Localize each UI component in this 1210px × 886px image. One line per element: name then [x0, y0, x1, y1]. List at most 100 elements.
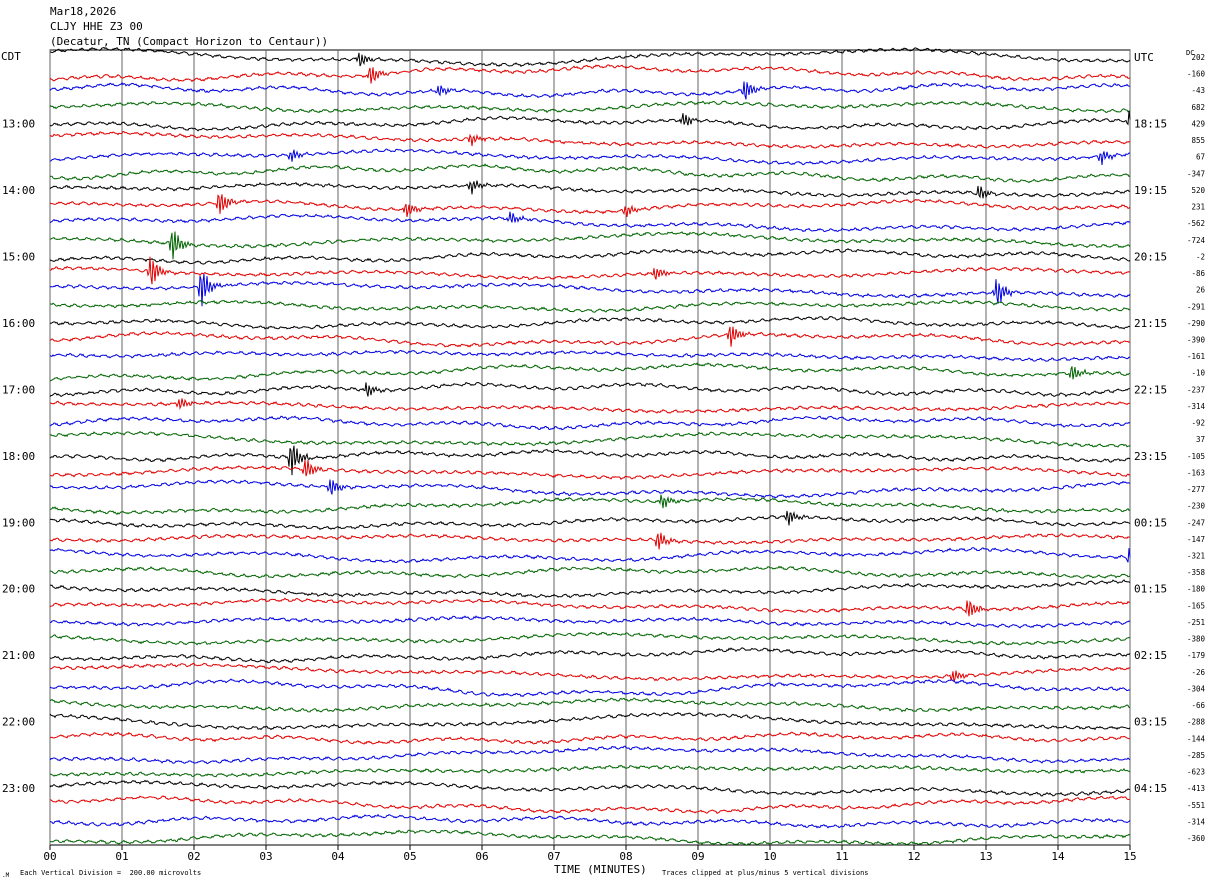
cdt-time-label: 18:00	[2, 450, 35, 463]
dc-offset-label: -43	[1191, 86, 1205, 95]
trace-line-7	[49, 163, 1131, 184]
utc-time-label: 03:15	[1134, 716, 1167, 729]
dc-offset-label: -314	[1187, 402, 1206, 411]
dc-offset-label: -551	[1187, 801, 1205, 810]
dc-offset-label: -358	[1187, 568, 1206, 577]
trace-line-23	[49, 430, 1131, 448]
trace-line-37	[49, 662, 1131, 682]
trace-line-10	[49, 211, 1131, 233]
dc-offset-label: -180	[1187, 585, 1206, 594]
dc-offset-label: -562	[1187, 219, 1205, 228]
trace-line-27	[49, 494, 1131, 516]
cdt-time-label: 14:00	[2, 184, 35, 197]
x-tick-label: 04	[331, 850, 345, 863]
dc-offset-label: -314	[1187, 817, 1206, 826]
station-code: CLJY HHE Z3 00	[50, 20, 143, 33]
trace-line-34	[49, 615, 1131, 629]
trace-line-39	[49, 697, 1131, 713]
utc-time-label: 01:15	[1134, 583, 1167, 596]
cdt-time-label: 16:00	[2, 317, 35, 330]
dc-offset-label: -147	[1187, 535, 1205, 544]
trace-line-41	[49, 731, 1131, 745]
utc-time-label: 22:15	[1134, 383, 1167, 396]
dc-offset-label: -179	[1187, 651, 1205, 660]
trace-line-17	[49, 326, 1131, 348]
dc-offset-label: -360	[1187, 834, 1206, 843]
trace-line-13	[49, 256, 1131, 285]
trace-line-22	[49, 415, 1131, 431]
dc-offset-label: 429	[1191, 119, 1205, 128]
trace-line-33	[49, 597, 1131, 617]
trace-line-16	[49, 316, 1131, 330]
trace-line-32	[49, 579, 1131, 599]
dc-offset-label: -277	[1187, 485, 1205, 494]
utc-time-label: 00:15	[1134, 516, 1167, 529]
x-tick-label: 09	[691, 850, 704, 863]
dc-offset-label: -321	[1187, 552, 1205, 561]
x-tick-label: 13	[979, 850, 992, 863]
trace-line-42	[49, 745, 1131, 765]
cdt-time-label: 23:00	[2, 782, 35, 795]
utc-time-label: 02:15	[1134, 649, 1167, 662]
trace-line-12	[49, 248, 1131, 265]
x-tick-label: 10	[763, 850, 776, 863]
utc-time-label: 04:15	[1134, 782, 1167, 795]
dc-offset-label: -290	[1187, 319, 1206, 328]
trace-line-36	[49, 647, 1131, 664]
dc-offset-label: -304	[1187, 684, 1206, 693]
trace-line-2	[49, 81, 1131, 100]
cdt-time-label: 22:00	[2, 716, 35, 729]
dc-offset-label: 855	[1191, 136, 1205, 145]
clip-note: Traces clipped at plus/minus 5 vertical …	[662, 869, 869, 877]
x-tick-label: 08	[619, 850, 632, 863]
utc-time-label: UTC	[1134, 51, 1154, 64]
dc-offset-label: -390	[1187, 335, 1206, 344]
cdt-time-label: 17:00	[2, 383, 35, 396]
trace-line-30	[49, 547, 1131, 564]
trace-line-45	[49, 795, 1131, 814]
corner-mark: .M	[2, 872, 10, 879]
x-tick-label: 05	[403, 850, 416, 863]
x-tick-label: 01	[115, 850, 128, 863]
trace-line-46	[49, 813, 1131, 829]
trace-line-1	[49, 64, 1131, 84]
trace-line-9	[49, 194, 1131, 218]
utc-time-label: 19:15	[1134, 184, 1167, 197]
utc-time-label: 20:15	[1134, 250, 1167, 263]
dc-offset-label: -163	[1187, 468, 1205, 477]
dc-offset-label: -291	[1187, 302, 1205, 311]
dc-offset-label: -251	[1187, 618, 1205, 627]
trace-line-6	[49, 148, 1131, 166]
cdt-time-label: 15:00	[2, 250, 35, 263]
dc-offset-label: -347	[1187, 169, 1205, 178]
trace-line-0	[49, 46, 1131, 68]
x-tick-label: 06	[475, 850, 488, 863]
dc-offset-label: -86	[1191, 269, 1205, 278]
dc-offset-label: 682	[1191, 103, 1205, 112]
dc-offset-label: -165	[1187, 601, 1205, 610]
dc-offset-label: 26	[1196, 286, 1206, 295]
dc-offset-label: -26	[1191, 668, 1205, 677]
dc-offset-label: 231	[1191, 203, 1205, 212]
trace-line-18	[49, 349, 1131, 362]
dc-offset-label: -380	[1187, 635, 1206, 644]
trace-line-11	[49, 231, 1131, 260]
utc-time-label: 18:15	[1134, 117, 1167, 130]
trace-line-19	[49, 362, 1131, 382]
dc-offset-label: -105	[1187, 452, 1205, 461]
dc-offset-label: -288	[1187, 718, 1206, 727]
x-tick-label: 15	[1123, 850, 1136, 863]
trace-line-40	[49, 711, 1131, 731]
dc-offset-label: -92	[1191, 419, 1205, 428]
trace-line-29	[49, 532, 1131, 550]
dc-offset-label: -247	[1187, 518, 1205, 527]
trace-line-43	[49, 764, 1131, 778]
dc-offset-label: -724	[1187, 236, 1206, 245]
trace-line-8	[49, 180, 1131, 199]
cdt-time-label: 13:00	[2, 117, 35, 130]
dc-offset-label: -413	[1187, 784, 1205, 793]
trace-line-20	[49, 381, 1131, 398]
x-tick-label: 03	[259, 850, 272, 863]
trace-line-21	[49, 398, 1131, 414]
